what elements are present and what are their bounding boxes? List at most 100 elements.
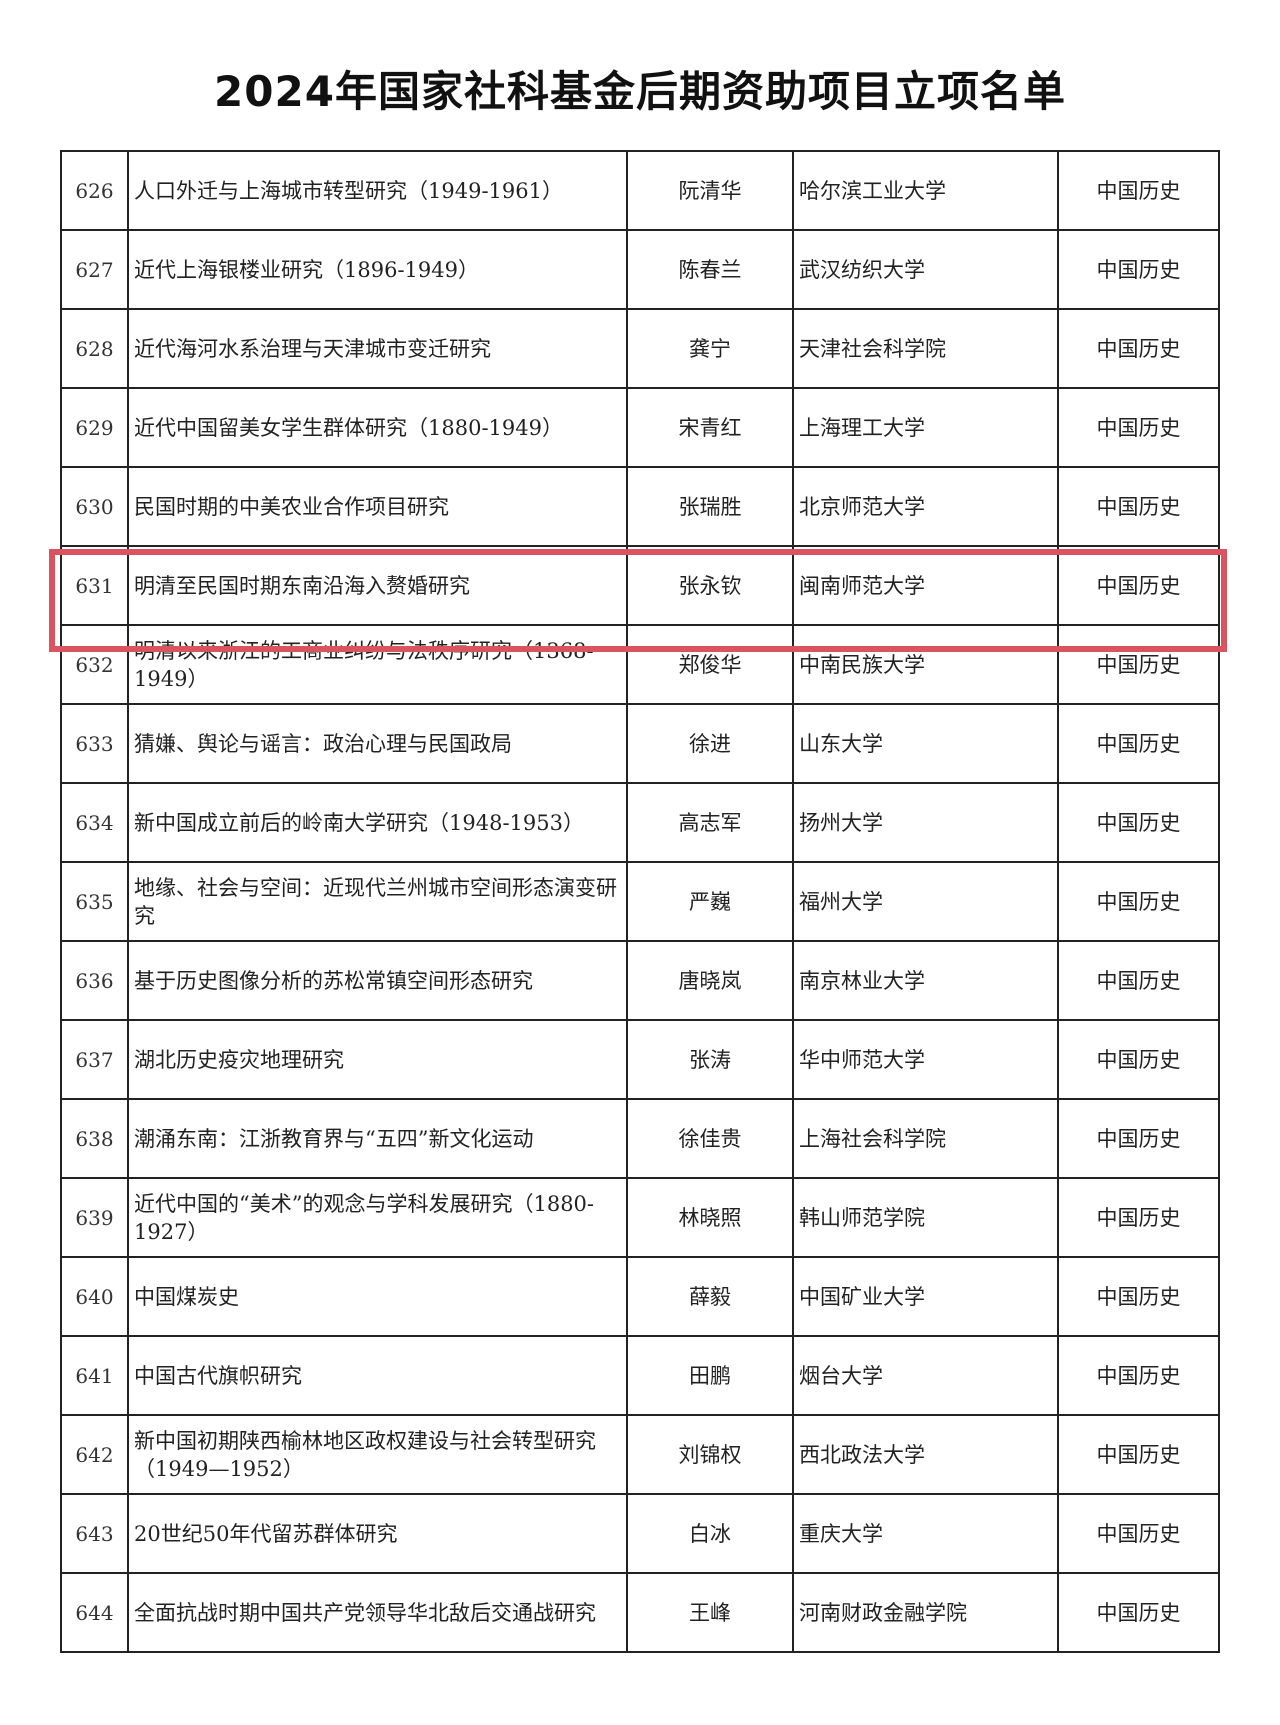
project-title: 潮涌东南：江浙教育界与“五四”新文化运动 xyxy=(127,1098,628,1179)
project-leader: 严巍 xyxy=(626,861,794,942)
discipline: 中国历史 xyxy=(1057,1019,1220,1100)
row-number: 636 xyxy=(60,940,129,1021)
table-row: 634 新中国成立前后的岭南大学研究（1948-1953） 高志军 扬州大学 中国历史 xyxy=(60,782,1220,863)
institution: 武汉纺织大学 xyxy=(792,229,1059,310)
institution: 西北政法大学 xyxy=(792,1414,1059,1495)
institution: 重庆大学 xyxy=(792,1493,1059,1574)
project-title: 明清以来浙江的工商业纠纷与法秩序研究（1368-1949） xyxy=(127,624,628,705)
project-title: 地缘、社会与空间：近现代兰州城市空间形态演变研究 xyxy=(127,861,628,942)
page-title: 2024年国家社科基金后期资助项目立项名单 xyxy=(214,67,1066,116)
project-leader: 高志军 xyxy=(626,782,794,863)
project-title: 近代上海银楼业研究（1896-1949） xyxy=(127,229,628,310)
project-leader: 张永钦 xyxy=(626,545,794,626)
institution: 山东大学 xyxy=(792,703,1059,784)
table-row: 639 近代中国的“美术”的观念与学科发展研究（1880-1927） 林晓照 韩山师范… xyxy=(60,1177,1220,1258)
institution: 上海理工大学 xyxy=(792,387,1059,468)
project-title: 人口外迁与上海城市转型研究（1949-1961） xyxy=(127,150,628,231)
project-leader: 徐佳贵 xyxy=(626,1098,794,1179)
project-title: 民国时期的中美农业合作项目研究 xyxy=(127,466,628,547)
table-row: 643 20世纪50年代留苏群体研究 白冰 重庆大学 中国历史 xyxy=(60,1493,1220,1574)
project-leader: 唐晓岚 xyxy=(626,940,794,1021)
row-number: 642 xyxy=(60,1414,129,1495)
institution: 上海社会科学院 xyxy=(792,1098,1059,1179)
institution: 南京林业大学 xyxy=(792,940,1059,1021)
row-number: 637 xyxy=(60,1019,129,1100)
project-title: 近代中国留美女学生群体研究（1880-1949） xyxy=(127,387,628,468)
row-number: 639 xyxy=(60,1177,129,1258)
project-title: 新中国成立前后的岭南大学研究（1948-1953） xyxy=(127,782,628,863)
discipline: 中国历史 xyxy=(1057,703,1220,784)
institution: 天津社会科学院 xyxy=(792,308,1059,389)
row-number: 634 xyxy=(60,782,129,863)
row-number: 638 xyxy=(60,1098,129,1179)
institution: 扬州大学 xyxy=(792,782,1059,863)
discipline: 中国历史 xyxy=(1057,861,1220,942)
project-title: 新中国初期陕西榆林地区政权建设与社会转型研究（1949—1952） xyxy=(127,1414,628,1495)
project-leader: 林晓照 xyxy=(626,1177,794,1258)
table-row: 628 近代海河水系治理与天津城市变迁研究 龚宁 天津社会科学院 中国历史 xyxy=(60,308,1220,389)
institution: 哈尔滨工业大学 xyxy=(792,150,1059,231)
table-row: 629 近代中国留美女学生群体研究（1880-1949） 宋青红 上海理工大学 中国历史 xyxy=(60,387,1220,468)
row-number: 632 xyxy=(60,624,129,705)
institution: 闽南师范大学 xyxy=(792,545,1059,626)
discipline: 中国历史 xyxy=(1057,150,1220,231)
table-row: 636 基于历史图像分析的苏松常镇空间形态研究 唐晓岚 南京林业大学 中国历史 xyxy=(60,940,1220,1021)
project-title: 20世纪50年代留苏群体研究 xyxy=(127,1493,628,1574)
project-title: 湖北历史疫灾地理研究 xyxy=(127,1019,628,1100)
table-row: 638 潮涌东南：江浙教育界与“五四”新文化运动 徐佳贵 上海社会科学院 中国历史 xyxy=(60,1098,1220,1179)
project-leader: 阮清华 xyxy=(626,150,794,231)
table-row: 641 中国古代旗帜研究 田鹏 烟台大学 中国历史 xyxy=(60,1335,1220,1416)
project-title: 中国古代旗帜研究 xyxy=(127,1335,628,1416)
institution: 中南民族大学 xyxy=(792,624,1059,705)
project-leader: 王峰 xyxy=(626,1572,794,1653)
table-row: 626 人口外迁与上海城市转型研究（1949-1961） 阮清华 哈尔滨工业大学 中国历… xyxy=(60,150,1220,231)
project-title: 近代中国的“美术”的观念与学科发展研究（1880-1927） xyxy=(127,1177,628,1258)
discipline: 中国历史 xyxy=(1057,1335,1220,1416)
table-row: 631 明清至民国时期东南沿海入赘婚研究 张永钦 闽南师范大学 中国历史 xyxy=(60,545,1220,626)
institution: 河南财政金融学院 xyxy=(792,1572,1059,1653)
discipline: 中国历史 xyxy=(1057,782,1220,863)
row-number: 627 xyxy=(60,229,129,310)
project-leader: 薛毅 xyxy=(626,1256,794,1337)
project-leader: 张涛 xyxy=(626,1019,794,1100)
project-title: 全面抗战时期中国共产党领导华北敌后交通战研究 xyxy=(127,1572,628,1653)
table-row: 642 新中国初期陕西榆林地区政权建设与社会转型研究（1949—1952） 刘锦权西… xyxy=(60,1414,1220,1495)
project-leader: 田鹏 xyxy=(626,1335,794,1416)
table-row: 635 地缘、社会与空间：近现代兰州城市空间形态演变研究 严巍 福州大学 中国历史 xyxy=(60,861,1220,942)
row-number: 644 xyxy=(60,1572,129,1653)
row-number: 640 xyxy=(60,1256,129,1337)
project-leader: 宋青红 xyxy=(626,387,794,468)
institution: 中国矿业大学 xyxy=(792,1256,1059,1337)
discipline: 中国历史 xyxy=(1057,1098,1220,1179)
row-number: 643 xyxy=(60,1493,129,1574)
row-number: 628 xyxy=(60,308,129,389)
project-leader: 白冰 xyxy=(626,1493,794,1574)
row-number: 635 xyxy=(60,861,129,942)
institution: 韩山师范学院 xyxy=(792,1177,1059,1258)
discipline: 中国历史 xyxy=(1057,1493,1220,1574)
table-row: 644 全面抗战时期中国共产党领导华北敌后交通战研究 王峰 河南财政金融学院 中国历史 xyxy=(60,1572,1220,1653)
project-title: 近代海河水系治理与天津城市变迁研究 xyxy=(127,308,628,389)
discipline: 中国历史 xyxy=(1057,1414,1220,1495)
discipline: 中国历史 xyxy=(1057,466,1220,547)
project-title: 中国煤炭史 xyxy=(127,1256,628,1337)
discipline: 中国历史 xyxy=(1057,545,1220,626)
row-number: 630 xyxy=(60,466,129,547)
project-leader: 徐进 xyxy=(626,703,794,784)
institution: 福州大学 xyxy=(792,861,1059,942)
table-row: 640 中国煤炭史 薛毅 中国矿业大学 中国历史 xyxy=(60,1256,1220,1337)
project-table: 626 人口外迁与上海城市转型研究（1949-1961） 阮清华 哈尔滨工业大学 中国历… xyxy=(60,150,1220,1653)
institution: 烟台大学 xyxy=(792,1335,1059,1416)
discipline: 中国历史 xyxy=(1057,1572,1220,1653)
discipline: 中国历史 xyxy=(1057,308,1220,389)
row-number: 633 xyxy=(60,703,129,784)
institution: 华中师范大学 xyxy=(792,1019,1059,1100)
project-leader: 张瑞胜 xyxy=(626,466,794,547)
project-leader: 郑俊华 xyxy=(626,624,794,705)
table-row: 637 湖北历史疫灾地理研究 张涛 华中师范大学 中国历史 xyxy=(60,1019,1220,1100)
discipline: 中国历史 xyxy=(1057,387,1220,468)
row-number: 641 xyxy=(60,1335,129,1416)
discipline: 中国历史 xyxy=(1057,229,1220,310)
project-leader: 刘锦权 xyxy=(626,1414,794,1495)
table-row: 627 近代上海银楼业研究（1896-1949） 陈春兰 武汉纺织大学 中国历史 xyxy=(60,229,1220,310)
